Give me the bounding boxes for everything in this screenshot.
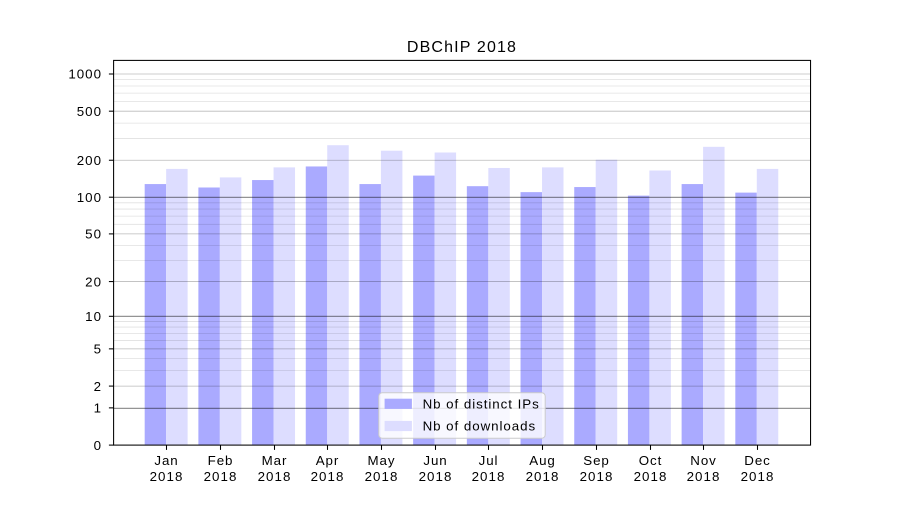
svg-text:2: 2: [94, 379, 102, 394]
svg-text:1: 1: [94, 401, 102, 416]
svg-text:Jan: Jan: [154, 453, 178, 468]
svg-text:200: 200: [77, 153, 102, 168]
svg-text:Nov: Nov: [690, 453, 716, 468]
svg-text:100: 100: [77, 190, 102, 205]
svg-text:2018: 2018: [419, 469, 453, 484]
svg-text:2018: 2018: [526, 469, 560, 484]
svg-text:Sep: Sep: [583, 453, 609, 468]
svg-text:Jul: Jul: [479, 453, 499, 468]
svg-text:5: 5: [94, 342, 102, 357]
svg-text:Aug: Aug: [529, 453, 555, 468]
svg-text:Mar: Mar: [262, 453, 288, 468]
svg-text:DBChIP 2018: DBChIP 2018: [407, 39, 517, 56]
svg-text:2018: 2018: [472, 469, 506, 484]
svg-text:Jun: Jun: [423, 453, 447, 468]
svg-text:2018: 2018: [365, 469, 399, 484]
svg-text:2018: 2018: [204, 469, 238, 484]
svg-text:Feb: Feb: [208, 453, 234, 468]
svg-text:10: 10: [85, 309, 102, 324]
svg-text:2018: 2018: [634, 469, 668, 484]
svg-text:Nb of downloads: Nb of downloads: [423, 419, 537, 434]
svg-text:2018: 2018: [150, 469, 184, 484]
svg-text:50: 50: [85, 227, 102, 242]
svg-text:2018: 2018: [687, 469, 721, 484]
svg-text:2018: 2018: [580, 469, 614, 484]
svg-text:Dec: Dec: [744, 453, 770, 468]
svg-text:Oct: Oct: [639, 453, 662, 468]
svg-text:May: May: [368, 453, 396, 468]
svg-text:20: 20: [85, 274, 102, 289]
svg-text:2018: 2018: [741, 469, 775, 484]
svg-text:2018: 2018: [258, 469, 292, 484]
svg-text:Apr: Apr: [316, 453, 339, 468]
svg-text:500: 500: [77, 104, 102, 119]
svg-text:0: 0: [94, 438, 102, 453]
svg-text:Nb of distinct IPs: Nb of distinct IPs: [423, 397, 540, 412]
svg-text:1000: 1000: [68, 67, 102, 82]
svg-text:2018: 2018: [311, 469, 345, 484]
